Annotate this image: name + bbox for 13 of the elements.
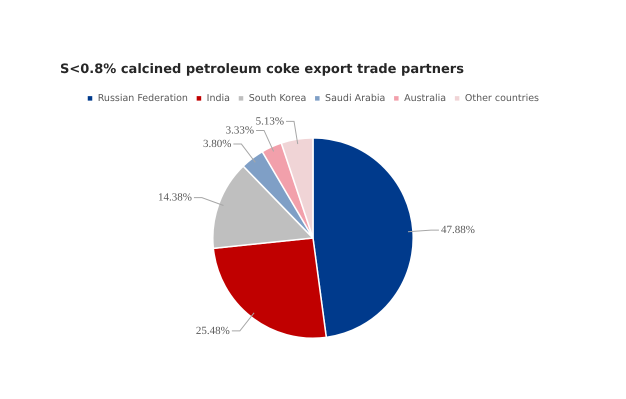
legend-label: Australia	[404, 92, 446, 104]
data-label: 3.33%	[226, 124, 254, 136]
legend-label: South Korea	[248, 92, 306, 104]
chart-title: S<0.8% calcined petroleum coke export trade partners	[60, 62, 464, 78]
legend-label: India	[206, 92, 230, 104]
data-label: 5.13%	[256, 115, 284, 128]
data-label: 47.88%	[440, 224, 475, 236]
legend-label: Russian Federation	[98, 92, 188, 104]
legend-label: Saudi Arabia	[325, 92, 386, 104]
data-label: 3.80%	[202, 138, 232, 150]
data-label: 14.38%	[158, 192, 192, 204]
legend-label: Other countries	[464, 92, 540, 104]
data-label: 25.48%	[196, 324, 230, 337]
